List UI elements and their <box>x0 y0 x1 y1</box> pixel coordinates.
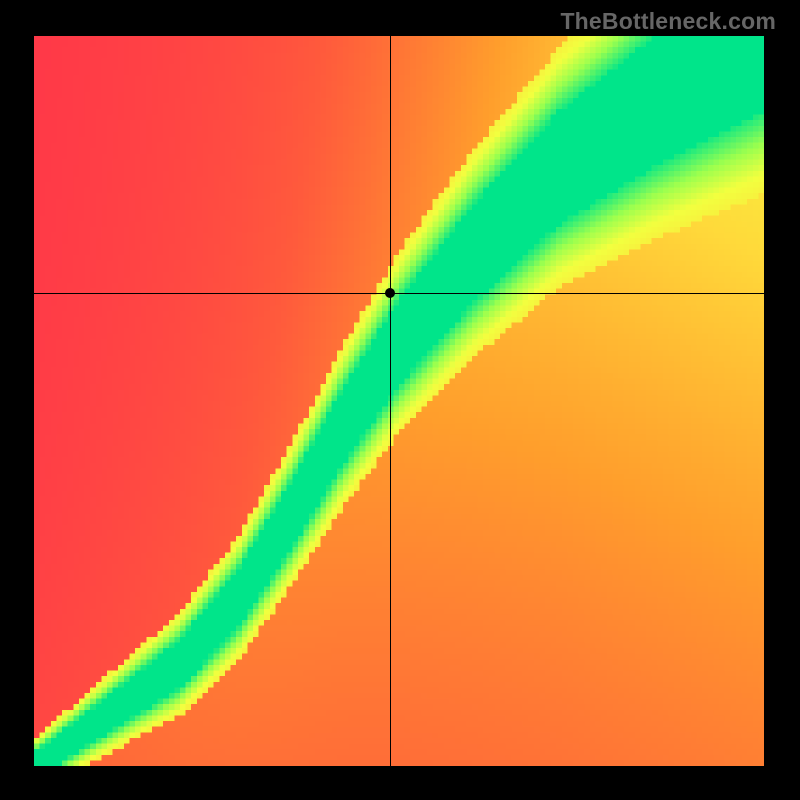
plot-area <box>34 36 764 766</box>
heatmap-canvas <box>34 36 764 766</box>
crosshair-horizontal <box>34 293 764 294</box>
chart-container: TheBottleneck.com <box>0 0 800 800</box>
watermark-text: TheBottleneck.com <box>560 8 776 35</box>
crosshair-vertical <box>390 36 391 766</box>
